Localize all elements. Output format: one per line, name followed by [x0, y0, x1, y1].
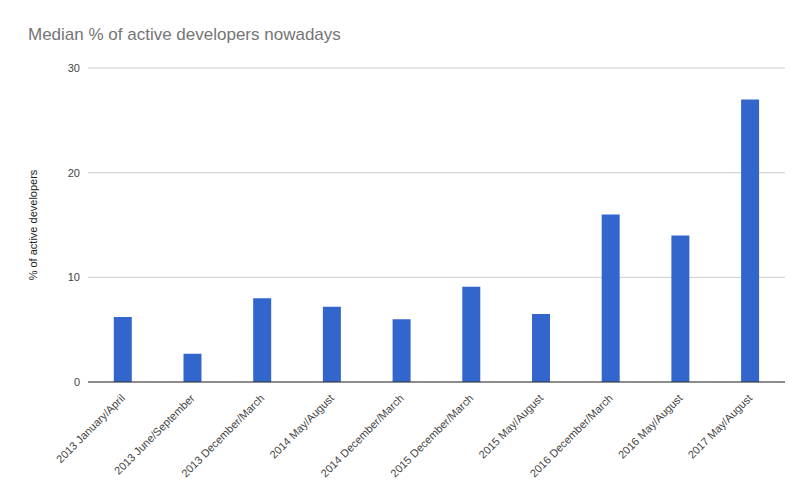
svg-text:2014 May/August: 2014 May/August — [267, 392, 336, 461]
svg-text:30: 30 — [68, 62, 80, 74]
svg-text:2015 December/March: 2015 December/March — [388, 392, 476, 480]
svg-text:2017 May/August: 2017 May/August — [685, 392, 754, 461]
svg-text:2015 May/August: 2015 May/August — [476, 392, 545, 461]
svg-text:10: 10 — [68, 271, 80, 283]
svg-text:2013 January/April: 2013 January/April — [54, 392, 127, 465]
html-text:Median % of active developers: Median % of active developers nowadays — [28, 25, 341, 44]
svg-text:20: 20 — [68, 167, 80, 179]
svg-text:2014 December/March: 2014 December/March — [318, 391, 406, 480]
html-text:% of active developers: % of active developers — [27, 169, 39, 281]
svg-text:0: 0 — [74, 376, 80, 388]
svg-text:2013 June/September: 2013 June/September — [112, 392, 197, 477]
svg-text:2013 December/March: 2013 December/March — [179, 392, 267, 480]
svg-text:2016 December/March: 2016 December/March — [527, 392, 615, 480]
svg-text:2016 May/August: 2016 May/August — [616, 392, 685, 461]
